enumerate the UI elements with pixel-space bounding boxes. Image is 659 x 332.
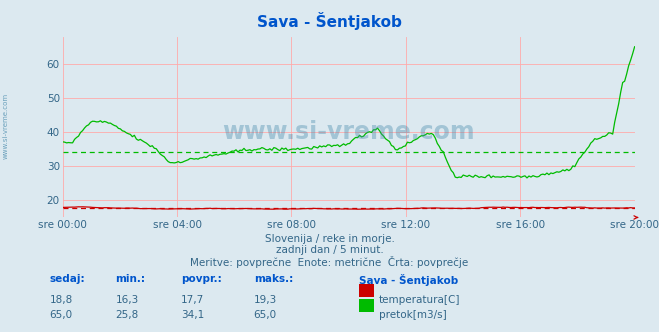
Text: 25,8: 25,8 — [115, 310, 138, 320]
Text: 65,0: 65,0 — [254, 310, 277, 320]
Text: temperatura[C]: temperatura[C] — [379, 295, 461, 305]
Text: povpr.:: povpr.: — [181, 274, 222, 284]
Text: Sava - Šentjakob: Sava - Šentjakob — [257, 12, 402, 30]
Text: 18,8: 18,8 — [49, 295, 72, 305]
Text: www.si-vreme.com: www.si-vreme.com — [2, 93, 9, 159]
Text: Sava - Šentjakob: Sava - Šentjakob — [359, 274, 459, 286]
Text: 16,3: 16,3 — [115, 295, 138, 305]
Text: 65,0: 65,0 — [49, 310, 72, 320]
Text: Slovenija / reke in morje.: Slovenija / reke in morje. — [264, 234, 395, 244]
Text: maks.:: maks.: — [254, 274, 293, 284]
Text: 17,7: 17,7 — [181, 295, 204, 305]
Text: 34,1: 34,1 — [181, 310, 204, 320]
Text: www.si-vreme.com: www.si-vreme.com — [222, 121, 475, 144]
Text: sedaj:: sedaj: — [49, 274, 85, 284]
Text: min.:: min.: — [115, 274, 146, 284]
Text: 19,3: 19,3 — [254, 295, 277, 305]
Text: zadnji dan / 5 minut.: zadnji dan / 5 minut. — [275, 245, 384, 255]
Text: Meritve: povprečne  Enote: metrične  Črta: povprečje: Meritve: povprečne Enote: metrične Črta:… — [190, 256, 469, 268]
Text: pretok[m3/s]: pretok[m3/s] — [379, 310, 447, 320]
